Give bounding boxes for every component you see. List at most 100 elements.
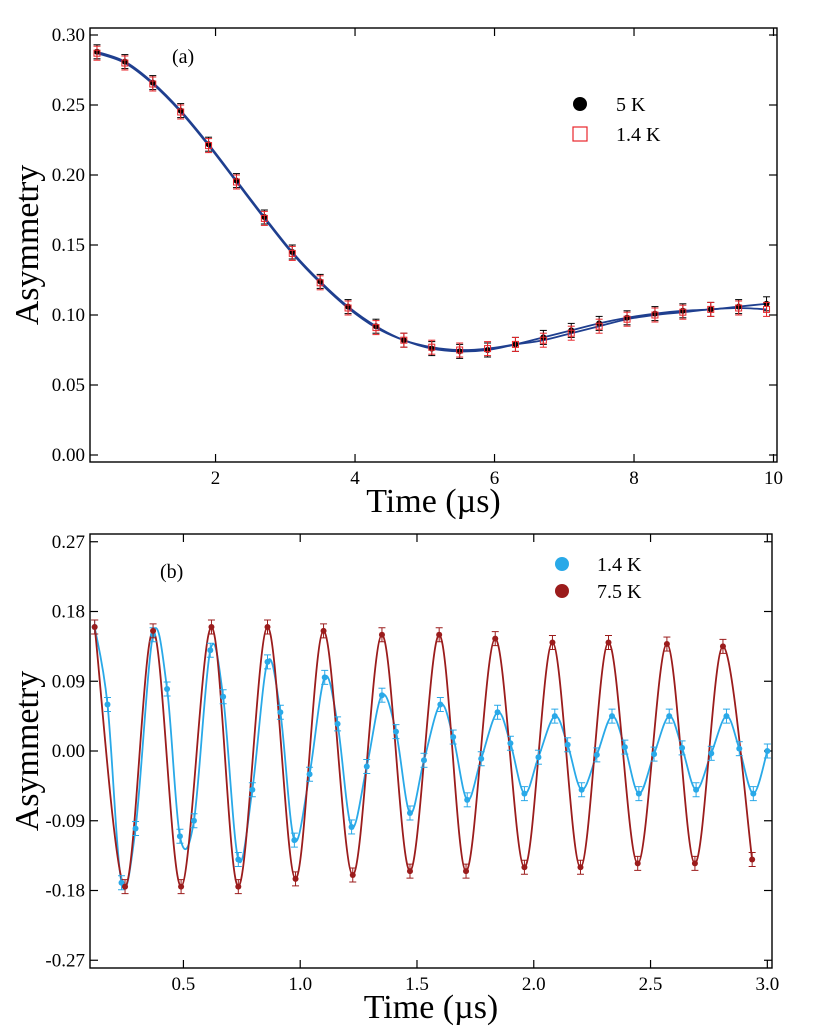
y-tick-label: 0.00 [52, 741, 85, 762]
data-point [635, 790, 642, 797]
x-tick-label: 8 [629, 468, 639, 489]
data-point [291, 837, 298, 844]
data-point [320, 627, 327, 634]
data-point [679, 744, 686, 751]
panel-b: 0.5 1.0 1.5 2.0 2.5 3.0 -0.27 -0.18 -0.09 0.00 0.0… [9, 532, 779, 1026]
data-point [623, 315, 631, 323]
data-point [378, 692, 385, 699]
data-point [707, 305, 715, 313]
data-point [437, 701, 444, 708]
data-point [549, 639, 556, 646]
legend-marker [555, 557, 569, 571]
y-tick-label: 0.25 [52, 95, 85, 116]
x-axis-title: Time (µs) [366, 483, 501, 520]
data-point [691, 860, 698, 867]
data-point [249, 786, 256, 793]
data-point [264, 658, 271, 665]
x-tick-label: 2.5 [639, 974, 663, 995]
data-point [334, 720, 341, 727]
y-tick-label: -0.27 [45, 950, 85, 971]
y-tick-label: 0.10 [52, 305, 85, 326]
plot-frame [89, 533, 773, 969]
y-tick-label: 0.30 [52, 25, 85, 46]
legend-marker [555, 584, 569, 598]
data-point [149, 80, 157, 88]
data-point [463, 868, 470, 875]
data-point [190, 817, 197, 824]
data-point [651, 751, 658, 758]
panel-label: (b) [160, 561, 183, 583]
data-point [235, 856, 242, 863]
data-point [634, 860, 641, 867]
y-tick-label: 0.05 [52, 375, 85, 396]
data-point [450, 734, 457, 741]
data-point [736, 745, 743, 752]
data-point [577, 864, 584, 871]
plot-frame [89, 27, 778, 463]
data-point [178, 883, 185, 890]
y-tick-label: 0.18 [52, 602, 85, 623]
data-point [621, 744, 628, 751]
y-axis-title: Asymmetry [9, 671, 46, 832]
data-point [666, 713, 673, 720]
data-point [521, 790, 528, 797]
data-point [235, 883, 242, 890]
y-tick-label: 0.15 [52, 235, 85, 256]
data-point [492, 635, 499, 642]
data-point [764, 748, 771, 754]
data-point [428, 343, 436, 351]
data-point [260, 214, 268, 222]
x-tick-label: 3.0 [755, 974, 779, 995]
data-point [400, 336, 408, 344]
data-point [693, 786, 700, 793]
data-point [132, 825, 139, 832]
y-tick-label: 0.00 [52, 445, 85, 466]
legend-marker [573, 97, 587, 111]
data-point [232, 178, 240, 186]
data-point [478, 755, 485, 762]
legend-label: 7.5 K [597, 581, 642, 603]
data-point [436, 631, 443, 638]
data-point [264, 624, 271, 630]
data-point [344, 304, 352, 312]
data-point [372, 324, 380, 332]
data-point [507, 740, 514, 747]
x-tick-label: 2 [211, 468, 221, 489]
x-tick-label: 2.0 [522, 974, 546, 995]
data-point [651, 311, 659, 319]
y-tick-label: 0.20 [52, 165, 85, 186]
data-point [321, 674, 328, 681]
data-point [118, 879, 125, 886]
data-point [93, 49, 101, 57]
x-tick-label: 4 [350, 468, 360, 489]
data-point [164, 686, 171, 692]
y-tick-label: -0.09 [45, 811, 85, 832]
data-point [708, 750, 715, 757]
x-axis-title: Time (µs) [364, 989, 499, 1026]
data-point [420, 757, 427, 764]
y-tick-label: 0.09 [52, 671, 85, 692]
data-point [349, 872, 356, 878]
data-point [306, 771, 313, 778]
y-axis-title: Asymmetry [9, 165, 46, 326]
data-point [406, 810, 413, 816]
data-point [150, 627, 157, 634]
data-point [578, 786, 585, 793]
data-point [663, 641, 670, 648]
panel-a: 2 4 6 8 10 0.00 0.05 0.10 0.15 0.20 0.25 0.30 Time (… [9, 25, 783, 520]
data-point [749, 856, 756, 863]
data-point [595, 322, 603, 330]
data-point [484, 345, 492, 353]
data-point [564, 741, 571, 748]
data-point [511, 340, 519, 348]
data-point [348, 823, 355, 830]
data-point [551, 713, 558, 720]
data-point [464, 796, 471, 803]
x-tick-label: 1.0 [288, 974, 312, 995]
y-tick-label: -0.18 [45, 881, 85, 902]
data-point [593, 751, 600, 758]
data-point [750, 790, 757, 797]
data-point [277, 709, 284, 716]
fit-curve [96, 52, 767, 351]
